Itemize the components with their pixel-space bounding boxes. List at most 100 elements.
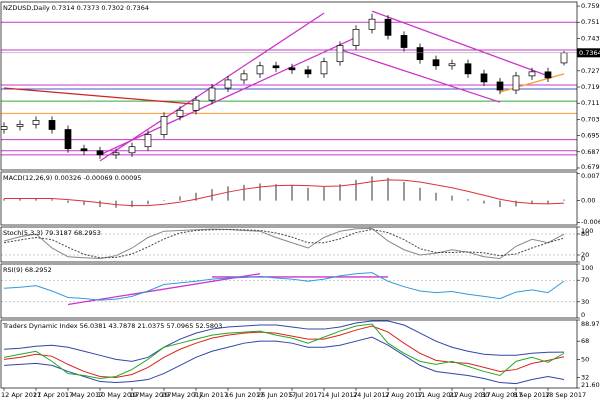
candle-body bbox=[96, 150, 104, 156]
histogram-bar bbox=[259, 183, 261, 201]
candle-body bbox=[528, 71, 536, 77]
candle-body bbox=[352, 28, 360, 46]
indicator-line bbox=[3, 336, 565, 385]
indicator-line bbox=[4, 179, 565, 207]
histogram-bar bbox=[467, 199, 469, 201]
histogram-bar bbox=[51, 199, 53, 201]
y-tick-label: 0 bbox=[581, 255, 585, 263]
indicator-line bbox=[3, 320, 565, 362]
x-tick-label: 24 Jul 2017 bbox=[353, 391, 390, 399]
histogram-bar bbox=[243, 184, 245, 201]
x-tick-label: 8 Sep 2017 bbox=[513, 391, 550, 399]
y-tick-label: 21.6091 bbox=[581, 381, 600, 389]
candle-body bbox=[16, 124, 24, 127]
indicator-line bbox=[3, 228, 565, 259]
candle-body bbox=[112, 152, 120, 156]
histogram-bar bbox=[403, 182, 405, 201]
y-tick-label: 32 bbox=[581, 374, 589, 382]
x-tick-label: 26 Jun 2017 bbox=[257, 391, 296, 399]
candle-body bbox=[320, 61, 328, 75]
y-tick-label: 0.7275 bbox=[581, 67, 600, 75]
pane bbox=[3, 320, 565, 385]
x-tick-label: 21 Apr 2017 bbox=[33, 391, 73, 399]
pane bbox=[1, 227, 577, 262]
pane-frame bbox=[0, 319, 578, 389]
y-tick-label: 0.00 bbox=[581, 197, 595, 205]
trend-line bbox=[99, 36, 357, 156]
histogram-bar bbox=[275, 184, 277, 201]
histogram-bar bbox=[99, 200, 101, 208]
candle-body bbox=[64, 129, 72, 150]
y-tick-label: 50 bbox=[581, 355, 589, 363]
candle-body bbox=[176, 109, 184, 117]
histogram-bar bbox=[179, 196, 181, 201]
pane-title: NZDUSD,Daily 0.7314 0.7373 0.7302 0.7364 bbox=[3, 4, 149, 12]
histogram-bar bbox=[515, 200, 517, 207]
x-tick-label: 16 Jun 2017 bbox=[225, 391, 264, 399]
pane-title: Traders Dynamic Index 56.0381 43.7878 21… bbox=[2, 322, 222, 330]
histogram-bar bbox=[307, 187, 309, 201]
histogram-bar bbox=[451, 195, 453, 201]
y-tick-label: 30 bbox=[581, 298, 589, 306]
indicator-line bbox=[3, 325, 565, 379]
y-tick-label: 0.00751 bbox=[581, 172, 600, 180]
pane-frame bbox=[0, 226, 578, 263]
y-tick-label: 100 bbox=[581, 264, 593, 272]
candle-body bbox=[192, 99, 200, 111]
y-tick-label: 20 bbox=[581, 251, 589, 259]
y-tick-label: 0.7115 bbox=[581, 99, 600, 107]
candle-body bbox=[336, 45, 344, 63]
x-tick-label: 18 Sep 2017 bbox=[545, 391, 586, 399]
histogram-bar bbox=[371, 176, 373, 201]
candle-body bbox=[256, 65, 264, 75]
candle-body bbox=[384, 18, 392, 36]
candle-body bbox=[496, 81, 504, 91]
histogram-bar bbox=[563, 199, 565, 201]
histogram-bar bbox=[3, 198, 5, 201]
x-tick-label: 11 Aug 2017 bbox=[417, 391, 459, 399]
histogram-bar bbox=[227, 186, 229, 201]
candle-body bbox=[32, 120, 40, 125]
candle-body bbox=[288, 67, 296, 71]
x-tick-label: 29 May 2017 bbox=[161, 391, 203, 399]
candle-body bbox=[48, 120, 56, 130]
pane-title: RSI(9) 68.2952 bbox=[3, 266, 52, 274]
histogram-bar bbox=[19, 198, 21, 201]
candle-body bbox=[560, 52, 568, 64]
candle-body bbox=[464, 63, 472, 75]
pane bbox=[1, 10, 577, 162]
pane-title: Stoch(5,3,3) 79.3187 68.2953 bbox=[3, 229, 101, 237]
candle-body bbox=[128, 146, 136, 154]
y-tick-label: 0.7515 bbox=[581, 18, 600, 26]
candle-body bbox=[208, 87, 216, 101]
candle-body bbox=[1, 126, 8, 130]
histogram-bar bbox=[323, 187, 325, 201]
histogram-bar bbox=[211, 189, 213, 201]
histogram-bar bbox=[67, 200, 69, 203]
x-tick-label: 5 Jul 2017 bbox=[289, 391, 322, 399]
candle-body bbox=[304, 69, 312, 75]
y-tick-label: 88.975 bbox=[581, 320, 600, 328]
candle-body bbox=[432, 59, 440, 67]
candle-body bbox=[240, 73, 248, 81]
y-tick-label: 0 bbox=[581, 311, 585, 319]
candle-body bbox=[416, 47, 424, 61]
candle-body bbox=[80, 148, 88, 152]
histogram-bar bbox=[435, 192, 437, 201]
y-tick-label: 100 bbox=[581, 227, 593, 235]
candle-body bbox=[224, 79, 232, 89]
pane-frame bbox=[0, 263, 578, 319]
candle-body bbox=[544, 71, 552, 79]
y-tick-label: 80 bbox=[581, 230, 589, 238]
indicator-line bbox=[3, 272, 565, 301]
y-tick-label: 0.7035 bbox=[581, 115, 600, 123]
y-tick-label: 0.7435 bbox=[581, 34, 600, 42]
indicator-line bbox=[3, 227, 565, 260]
histogram-bar bbox=[163, 199, 165, 201]
histogram-bar bbox=[339, 184, 341, 201]
x-tick-label: 12 Apr 2017 bbox=[1, 391, 41, 399]
x-tick-label: 19 May 2017 bbox=[129, 391, 171, 399]
histogram-bar bbox=[531, 200, 533, 205]
pane bbox=[3, 176, 565, 208]
pane-title: MACD(12,26,9) 0.00326 -0.00069 0.00095 bbox=[3, 174, 142, 182]
